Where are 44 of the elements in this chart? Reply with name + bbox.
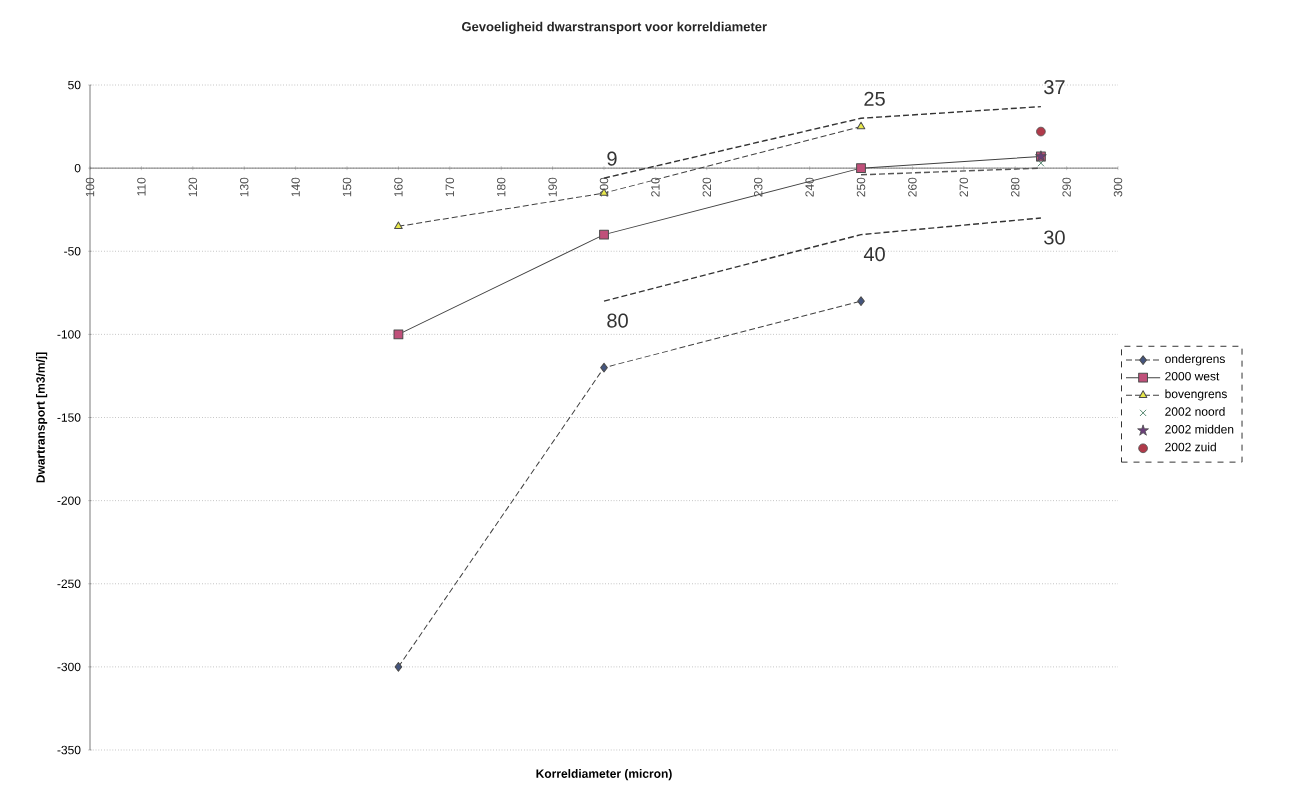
x-tick-label: 130 <box>239 177 249 197</box>
y-tick-label: 0 <box>74 163 81 173</box>
legend-label: 2002 zuid <box>1165 442 1216 452</box>
x-tick-label: 280 <box>1010 177 1020 197</box>
legend-label: 2002 noord <box>1165 407 1225 416</box>
y-tick-label: -100 <box>57 330 81 339</box>
annotation: 25 <box>864 91 885 106</box>
y-tick-label: -50 <box>64 247 81 256</box>
x-axis-title: Korreldiameter (micron) <box>536 769 672 781</box>
x-tick-label: 220 <box>702 177 712 197</box>
y-tick-label: -150 <box>57 413 81 422</box>
annotation: 80 <box>607 313 628 328</box>
x-tick-label: 140 <box>291 177 300 197</box>
x-tick-label: 230 <box>753 177 763 197</box>
annotation: 30 <box>1044 230 1065 245</box>
x-tick-label: 160 <box>394 177 403 197</box>
chart-title: Gevoeligheid dwarstransport voor korreldiameter <box>462 21 767 34</box>
legend-label: bovengrens <box>1165 389 1227 401</box>
x-tick-label: 170 <box>445 177 455 197</box>
x-tick-label: 290 <box>1062 177 1071 197</box>
legend-label: 2000 west <box>1165 371 1220 381</box>
x-tick-label: 180 <box>496 177 506 197</box>
x-tick-label: 100 <box>85 177 95 197</box>
x-tick-label: 110 <box>137 177 146 196</box>
legend-label: ondergrens <box>1165 354 1225 366</box>
x-tick-label: 300 <box>1113 177 1123 197</box>
x-tick-label: 240 <box>805 177 814 197</box>
x-tick-label: 260 <box>908 177 917 197</box>
y-tick-label: 50 <box>68 80 81 90</box>
y-tick-label: -300 <box>57 662 81 672</box>
x-tick-label: 270 <box>959 177 969 197</box>
annotation: 40 <box>863 247 885 262</box>
annotation: 9 <box>607 151 617 166</box>
y-tick-label: -350 <box>57 745 81 755</box>
y-tick-label: -250 <box>57 579 81 589</box>
x-tick-label: 150 <box>342 177 352 197</box>
x-tick-label: 250 <box>856 177 866 197</box>
x-tick-label: 120 <box>188 177 198 197</box>
legend-label: 2002 midden <box>1165 424 1234 434</box>
y-axis-title: Dwartransport [m3/m/j] <box>35 352 48 483</box>
x-tick-label: 210 <box>651 177 660 197</box>
x-tick-label: 190 <box>548 177 557 197</box>
y-tick-label: -200 <box>57 496 81 505</box>
annotation: 37 <box>1044 80 1065 95</box>
